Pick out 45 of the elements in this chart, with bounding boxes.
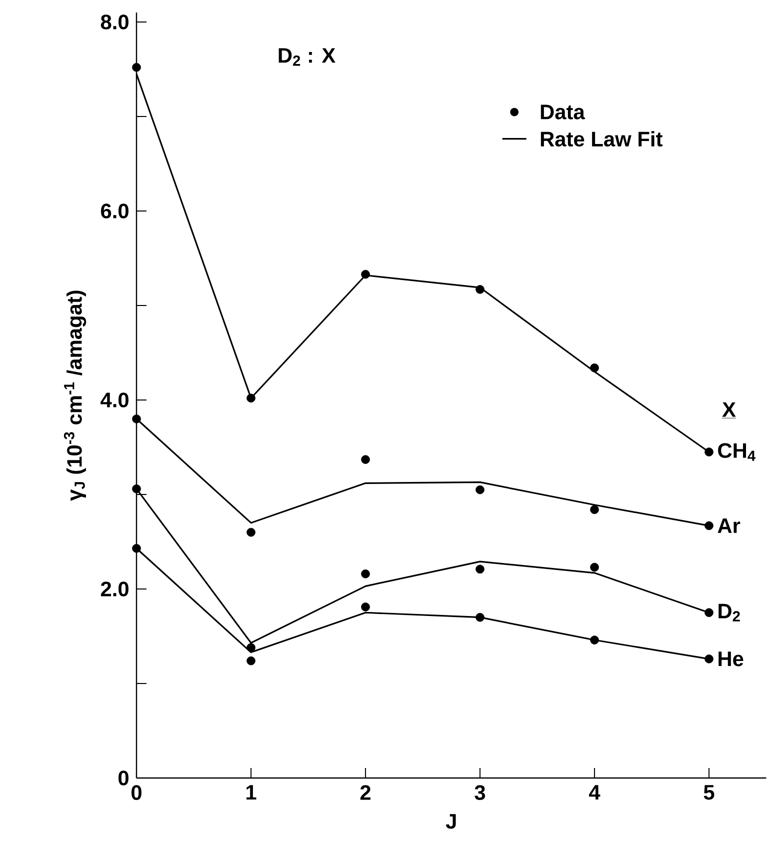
x-tick-label: 2 [360,785,370,800]
series-label: He [718,652,744,666]
point [590,363,599,372]
legend-label: Data [540,104,585,120]
y-tick-label: 2.0 [100,582,128,596]
point [246,528,256,537]
point [246,656,256,666]
point [704,654,714,664]
point [132,62,141,72]
point [704,608,714,618]
y-tick-label: 0 [118,770,128,786]
point [246,643,256,652]
point [476,485,484,494]
point [132,544,141,553]
point [704,448,714,456]
series-label: CH$_{4}$ [718,443,756,461]
x-tick-label: 5 [704,785,714,800]
series-label: Ar [718,518,740,533]
x-tick-label: 4 [588,785,600,800]
y-tick-label: 4.0 [100,392,128,408]
y-axis-title: γ$_{J}$ (10$^{-3}$ cm$^{-1}$ /amagat) [64,290,86,501]
x-tick-label: 1 [246,785,256,800]
point [246,394,256,403]
y-tick-label: 6.0 [101,204,128,218]
point [704,521,714,530]
point [476,564,484,574]
point [361,569,370,578]
point [476,612,484,622]
point [590,562,599,572]
annotation: Rate Law Fit [540,131,662,147]
point [132,414,141,424]
x-tick-label: 0 [132,785,142,800]
y-tick-label: 8.0 [100,14,128,30]
legend-title: X [722,402,736,417]
series-label: D$_{2}$ [718,604,740,622]
point [361,270,370,279]
point [132,484,141,494]
point [590,636,599,644]
point [361,455,370,464]
point [361,602,370,612]
text: D$_{2}$ : X [278,48,336,66]
x-axis-title: J [446,814,456,829]
point [590,505,599,514]
point [476,285,484,294]
x-tick-label: 3 [474,785,486,800]
